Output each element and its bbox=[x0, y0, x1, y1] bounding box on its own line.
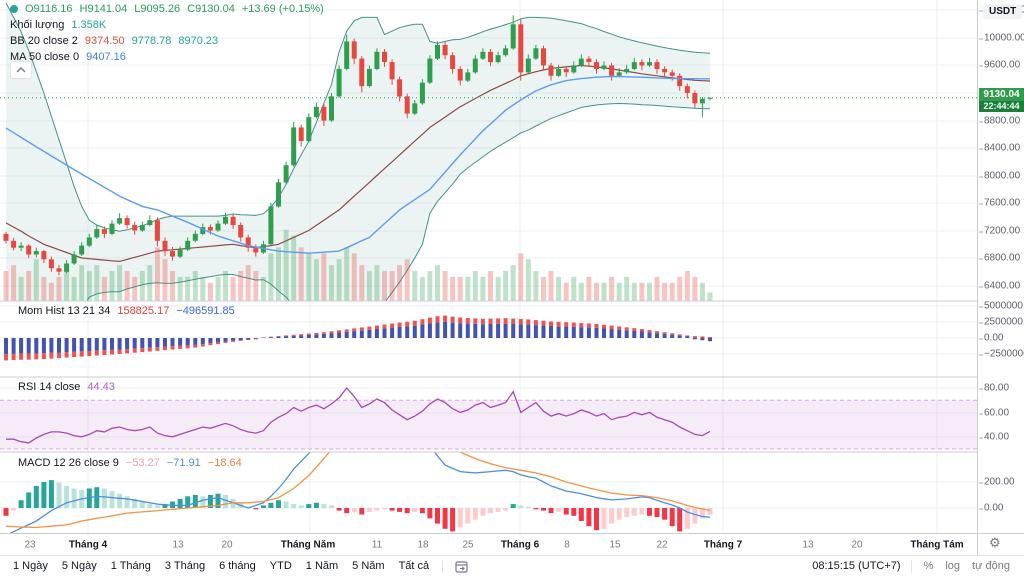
time-tick-label: 13 bbox=[802, 539, 814, 550]
time-tick-label: Tháng 7 bbox=[703, 539, 743, 550]
mom-blue-value: −496591.85 bbox=[176, 305, 235, 317]
range-button-1-năm[interactable]: 1 Năm bbox=[305, 560, 339, 572]
range-button-5-năm[interactable]: 5 Năm bbox=[352, 560, 385, 572]
time-tick-label: Tháng 4 bbox=[68, 539, 108, 550]
bb-lower-value: 8970.23 bbox=[178, 35, 219, 47]
range-button-group: 1 Ngày 5 Ngày 1 Tháng 3 Tháng 6 tháng YTD 1 Nă… bbox=[0, 558, 475, 574]
range-button-1-tháng[interactable]: 1 Tháng bbox=[110, 560, 151, 572]
price-tick-label: 200.00 bbox=[979, 476, 1015, 488]
bottom-toolbar: 1 Ngày 5 Ngày 1 Tháng 3 Tháng 6 tháng YTD 1 Nă… bbox=[0, 555, 1024, 576]
divider bbox=[442, 559, 444, 573]
mode-button-tự-động[interactable]: tự động bbox=[972, 560, 1010, 572]
ohlc-low: L9095.26 bbox=[134, 3, 181, 15]
ohlc-open: O9116.16 bbox=[25, 3, 73, 15]
range-button-ytd[interactable]: YTD bbox=[269, 560, 292, 572]
ohlc-change: +13.69 (+0.15%) bbox=[241, 3, 324, 15]
rsi-value: 44.43 bbox=[87, 381, 115, 393]
rsi-label: RSI 14 close bbox=[18, 381, 81, 393]
clock-label: 08:15:15 (UTC+7) bbox=[812, 560, 901, 572]
time-tick-label: 22 bbox=[656, 539, 668, 550]
volume-legend-row[interactable]: Khối lượng 1.358K bbox=[10, 18, 106, 32]
volume-value: 1.358K bbox=[71, 19, 107, 31]
range-button-3-tháng[interactable]: 3 Tháng bbox=[164, 560, 206, 572]
price-tick-label: 6400.00 bbox=[978, 280, 1021, 292]
price-tick-label: 2500000.00 bbox=[979, 317, 1024, 328]
bb-legend-row[interactable]: BB 20 close 2 9374.50 9778.78 8970.23 bbox=[10, 34, 218, 48]
time-tick-label: Tháng Năm bbox=[280, 539, 336, 550]
bb-upper-value: 9778.78 bbox=[131, 35, 172, 47]
symbol-dot-icon bbox=[10, 5, 18, 13]
candle-countdown: 22:44:44 bbox=[979, 101, 1024, 112]
bb-label: BB 20 close 2 bbox=[10, 35, 78, 47]
price-tick-label: 0.00 bbox=[978, 332, 1004, 344]
price-tick-label: 60.00 bbox=[978, 407, 1010, 419]
mom-legend-row[interactable]: Mom Hist 13 21 34 158825.17 −496591.85 bbox=[18, 304, 235, 318]
ma-legend-row[interactable]: MA 50 close 0 9407.16 bbox=[10, 50, 126, 64]
mom-label: Mom Hist 13 21 34 bbox=[18, 305, 111, 317]
bb-basis-value: 9374.50 bbox=[84, 35, 125, 47]
price-tick-label: 8000.00 bbox=[978, 170, 1021, 182]
price-tick-label: −2500000.00 bbox=[979, 349, 1024, 360]
chart-mode-group: 08:15:15 (UTC+7) % log tự động bbox=[812, 558, 1024, 574]
time-tick-label: 23 bbox=[24, 539, 36, 550]
range-button-6-tháng[interactable]: 6 tháng bbox=[219, 560, 256, 572]
mode-button-log[interactable]: log bbox=[945, 560, 961, 572]
ma-label: MA 50 close 0 bbox=[10, 51, 80, 63]
divider bbox=[910, 559, 912, 573]
price-tick-label: 80.00 bbox=[978, 382, 1010, 394]
macd-legend-row[interactable]: MACD 12 26 close 9 −53.27 −71.91 −18.64 bbox=[18, 456, 242, 470]
time-tick-label: 18 bbox=[417, 539, 429, 550]
time-tick-label: 20 bbox=[851, 539, 863, 550]
time-tick-label: 13 bbox=[172, 539, 184, 550]
last-price-value: 9130.04 bbox=[979, 88, 1024, 101]
time-tick-label: 8 bbox=[564, 539, 570, 550]
gear-icon[interactable]: ⚙ bbox=[989, 535, 1001, 550]
last-price-label: 9130.04 22:44:44 bbox=[979, 88, 1024, 112]
axis-separator bbox=[977, 534, 978, 556]
time-tick-label: Tháng Tám bbox=[910, 539, 964, 550]
currency-toggle-button[interactable]: USDT bbox=[983, 4, 1023, 19]
price-tick-label: 7200.00 bbox=[978, 225, 1021, 237]
price-axis[interactable]: USDT 10400.0010000.009600.009200.008800.… bbox=[977, 0, 1024, 533]
collapse-legend-button[interactable] bbox=[10, 61, 32, 79]
time-tick-label: 25 bbox=[462, 539, 474, 550]
time-tick-label: 11 bbox=[371, 539, 383, 550]
range-button-tất-cả[interactable]: Tất cả bbox=[398, 560, 430, 572]
macd-hist-value: −53.27 bbox=[125, 457, 160, 469]
symbol-legend-row[interactable]: O9116.16 H9141.04 L9095.26 C9130.04 +13.… bbox=[10, 2, 324, 16]
go-to-date-button[interactable] bbox=[449, 560, 475, 573]
price-tick-label: 8400.00 bbox=[978, 142, 1021, 154]
price-tick-label: 6800.00 bbox=[978, 252, 1021, 264]
price-tick-label: 10000.00 bbox=[979, 32, 1024, 44]
chart-canvas[interactable] bbox=[0, 0, 977, 533]
price-tick-label: 0.00 bbox=[978, 502, 1004, 514]
mode-button-percent[interactable]: % bbox=[923, 560, 934, 572]
price-tick-label: 40.00 bbox=[978, 431, 1010, 443]
macd-line-value: −71.91 bbox=[166, 457, 201, 469]
price-tick-label: 5000000.00 bbox=[979, 301, 1024, 312]
mode-container: % log tự động bbox=[918, 558, 1016, 574]
price-tick-label: 9600.00 bbox=[978, 59, 1021, 71]
macd-label: MACD 12 26 close 9 bbox=[18, 457, 119, 469]
range-button-1-ngày[interactable]: 1 Ngày bbox=[13, 560, 48, 572]
calendar-icon bbox=[455, 560, 468, 573]
time-axis[interactable]: 23 Tháng 4 13 20 Tháng Năm 11 18 25 Tháng 6 8 15 22… bbox=[0, 533, 1024, 556]
volume-label: Khối lượng bbox=[10, 19, 65, 31]
time-tick-label: 15 bbox=[609, 539, 621, 550]
ohlc-close: C9130.04 bbox=[187, 3, 235, 15]
range-button-5-ngày[interactable]: 5 Ngày bbox=[61, 560, 97, 572]
chevron-up-icon bbox=[16, 67, 26, 73]
rsi-legend-row[interactable]: RSI 14 close 44.43 bbox=[18, 380, 115, 394]
price-tick-label: 7600.00 bbox=[978, 197, 1021, 209]
time-tick-label: 20 bbox=[221, 539, 233, 550]
price-tick-label: 8800.00 bbox=[978, 115, 1021, 127]
ma-value: 9407.16 bbox=[86, 51, 126, 63]
macd-signal-value: −18.64 bbox=[207, 457, 242, 469]
ohlc-high: H9141.04 bbox=[79, 3, 128, 15]
mom-red-value: 158825.17 bbox=[117, 305, 170, 317]
time-tick-label: Tháng 6 bbox=[500, 539, 540, 550]
